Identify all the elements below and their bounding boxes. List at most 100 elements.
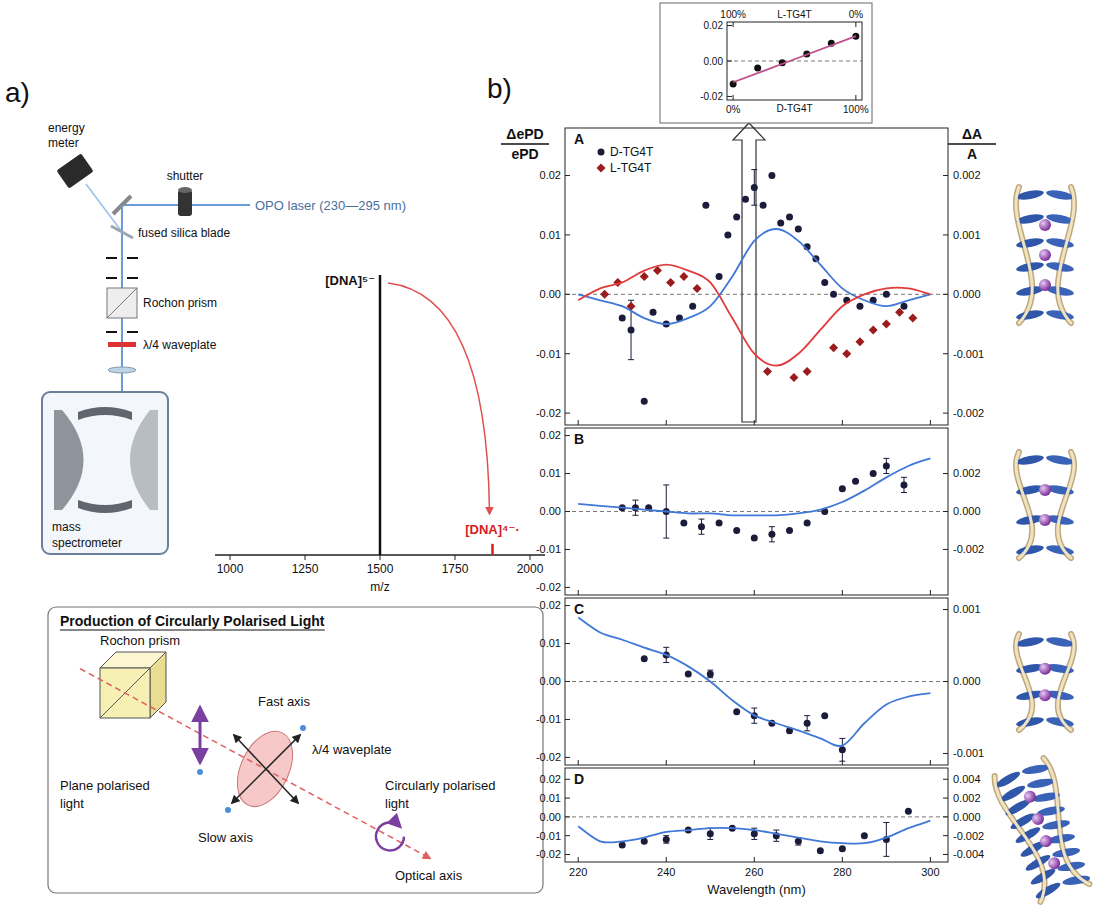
error-bar xyxy=(769,527,775,542)
error-bar-cap xyxy=(751,828,757,829)
polarisation-box: Production of Circularly Polarised Light… xyxy=(48,607,543,893)
x-tick xyxy=(578,420,579,425)
strand xyxy=(1016,187,1032,323)
x-tick-label: 1000 xyxy=(217,562,244,576)
label: Rochon prism xyxy=(143,296,217,310)
data-point xyxy=(905,808,912,815)
x-tick xyxy=(842,420,843,425)
tetrad xyxy=(1016,309,1045,322)
y2-tick xyxy=(943,835,948,836)
structure xyxy=(991,757,1092,903)
strand xyxy=(1058,634,1074,730)
x-tick xyxy=(666,590,667,595)
label: Optical axis xyxy=(395,868,463,883)
strand xyxy=(992,771,1053,902)
y2-tick xyxy=(943,681,948,682)
y2-tick xyxy=(943,854,948,855)
y2-tick-label: 0.000 xyxy=(953,288,981,300)
trap-electrode xyxy=(130,410,158,510)
error-bar-cap xyxy=(707,839,713,840)
y-tick xyxy=(565,854,570,855)
y-tick-label: 0.02 xyxy=(540,773,561,785)
data-point xyxy=(619,315,626,322)
y2-tick xyxy=(943,413,948,414)
y-tick xyxy=(565,643,570,644)
panel-label: b) xyxy=(487,73,512,104)
data-point xyxy=(693,284,702,293)
curve xyxy=(578,458,930,515)
underline xyxy=(60,630,325,631)
y-tick-label: 0.02 xyxy=(540,429,561,441)
ion xyxy=(1039,249,1051,261)
x-tick xyxy=(754,420,755,425)
y-tick xyxy=(727,61,732,62)
panel-title: D xyxy=(574,771,584,787)
error-bar xyxy=(698,519,704,534)
data-group xyxy=(578,458,930,542)
data-point xyxy=(680,519,687,526)
y2-tick-label: -0.002 xyxy=(953,543,984,555)
data-group xyxy=(730,33,860,88)
data-group xyxy=(578,170,930,405)
y-tick-label: 0.01 xyxy=(540,467,561,479)
y-tick-label: 0.00 xyxy=(540,675,561,687)
y2-tick xyxy=(943,798,948,799)
y2-tick-label: 0.002 xyxy=(953,467,981,479)
error-bar-cap xyxy=(628,300,634,301)
error-bar xyxy=(839,738,845,761)
label: Circularly polarisedlight xyxy=(385,778,496,811)
data-point xyxy=(698,523,705,530)
curve xyxy=(578,229,930,324)
label: fused silica blade xyxy=(138,226,230,240)
y2-tick xyxy=(943,779,948,780)
tetrad xyxy=(1021,763,1050,776)
strand xyxy=(1016,187,1032,323)
x-tick xyxy=(930,590,931,595)
error-bar-cap xyxy=(751,839,757,840)
ion xyxy=(1039,484,1051,496)
trap-electrode xyxy=(54,410,84,510)
x-tick xyxy=(380,555,381,560)
y-tick xyxy=(565,605,570,606)
y2-tick xyxy=(943,294,948,295)
chart-panel: 0.020.010.00-0.01-0.020.0020.000-0.002B xyxy=(536,428,984,595)
x-tick xyxy=(842,590,843,595)
text-line: Circularly polarised xyxy=(385,778,496,793)
y2-tick-label: -0.001 xyxy=(953,348,984,360)
data-point xyxy=(900,303,907,310)
plot-frame xyxy=(565,598,948,765)
y-tick xyxy=(565,757,570,758)
data-point xyxy=(900,481,907,488)
x-tick xyxy=(754,590,755,595)
x-tick-label: 100% xyxy=(843,104,869,115)
trap-electrode xyxy=(78,407,132,420)
chart-panel: 0.020.00-0.020%100%100%0%D-TG4TL-TG4T xyxy=(700,9,869,115)
y-tick xyxy=(565,549,570,550)
structure xyxy=(1016,634,1075,730)
data-point xyxy=(768,531,775,538)
y-tick-label: 0.00 xyxy=(540,288,561,300)
y2-tick xyxy=(943,549,948,550)
error-bar-cap xyxy=(663,662,669,663)
y-tick-label: 0.00 xyxy=(540,505,561,517)
x-tick-label: 1500 xyxy=(367,562,394,576)
y2-tick xyxy=(943,511,948,512)
x-tick xyxy=(230,555,231,560)
plot-frame xyxy=(727,22,862,100)
panel-title: B xyxy=(574,431,584,447)
data-point xyxy=(870,470,877,477)
conversion-arrow xyxy=(388,283,490,514)
error-bar-cap xyxy=(751,723,757,724)
ion xyxy=(1039,689,1051,701)
x-tick-label: 1750 xyxy=(442,562,469,576)
data-point xyxy=(632,504,639,511)
data-point xyxy=(754,65,761,72)
error-bar-cap xyxy=(751,169,757,170)
axis-title: ΔA xyxy=(962,126,982,142)
y-tick-label: 0.02 xyxy=(540,169,561,181)
strand xyxy=(1031,757,1092,888)
peak xyxy=(491,544,494,555)
y-tick xyxy=(565,435,570,436)
trap-electrode xyxy=(78,500,132,513)
y-tick-label: -0.02 xyxy=(536,407,561,419)
